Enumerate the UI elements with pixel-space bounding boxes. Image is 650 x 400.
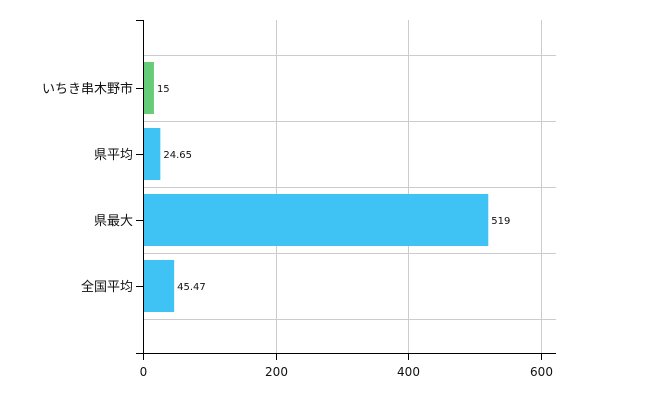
value-label: 45.47 (177, 282, 206, 293)
category-label: 県最大 (94, 214, 133, 229)
x-tick-label: 200 (265, 365, 288, 379)
x-tick-label: 400 (397, 365, 420, 379)
bar (144, 62, 154, 114)
value-label: 24.65 (163, 150, 192, 161)
bar (144, 194, 489, 246)
x-tick-label: 0 (140, 365, 148, 379)
bar (144, 260, 175, 312)
axes (136, 20, 556, 360)
category-label: 全国平均 (81, 279, 133, 295)
category-label: 県平均 (94, 148, 133, 163)
value-label: 519 (491, 216, 510, 227)
labels: 15 いちき串木野市 24.65 県平均 519 県最大 45.47 全国平均 0 200 400 6… (42, 81, 553, 379)
bar (144, 128, 161, 180)
x-tick-label: 600 (530, 365, 553, 379)
bars (144, 62, 489, 312)
category-label: いちき串木野市 (42, 81, 133, 97)
grid-lines (143, 20, 556, 353)
value-label: 15 (157, 84, 170, 95)
